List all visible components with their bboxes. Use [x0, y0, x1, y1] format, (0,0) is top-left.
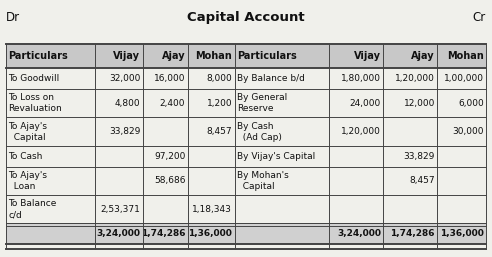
Text: 33,829: 33,829: [403, 152, 435, 161]
Text: Vijay: Vijay: [354, 51, 381, 61]
Text: 2,400: 2,400: [160, 99, 185, 108]
Text: Particulars: Particulars: [237, 51, 297, 61]
Text: 1,80,000: 1,80,000: [341, 74, 381, 83]
Text: 1,74,286: 1,74,286: [141, 229, 185, 238]
Text: 58,686: 58,686: [154, 176, 185, 186]
Text: Cr: Cr: [473, 12, 486, 24]
Text: To Ajay's
  Capital: To Ajay's Capital: [8, 122, 47, 142]
Text: Capital Account: Capital Account: [187, 12, 305, 24]
Text: 32,000: 32,000: [109, 74, 140, 83]
Bar: [6, 44, 486, 68]
Text: 8,457: 8,457: [207, 127, 232, 136]
Text: Vijay: Vijay: [113, 51, 140, 61]
Text: 3,24,000: 3,24,000: [96, 229, 140, 238]
Text: 4,800: 4,800: [115, 99, 140, 108]
Text: To Goodwill: To Goodwill: [8, 74, 60, 83]
Text: 24,000: 24,000: [350, 99, 381, 108]
Text: 30,000: 30,000: [452, 127, 484, 136]
Text: To Cash: To Cash: [8, 152, 43, 161]
Text: 8,000: 8,000: [206, 74, 232, 83]
Text: Ajay: Ajay: [162, 51, 185, 61]
Text: 1,36,000: 1,36,000: [188, 229, 232, 238]
Text: 1,200: 1,200: [207, 99, 232, 108]
Bar: [6, 223, 486, 244]
Text: 1,36,000: 1,36,000: [440, 229, 484, 238]
Text: Mohan: Mohan: [447, 51, 484, 61]
Text: By Balance b/d: By Balance b/d: [237, 74, 305, 83]
Text: 3,24,000: 3,24,000: [337, 229, 381, 238]
Text: To Loss on
Revaluation: To Loss on Revaluation: [8, 93, 62, 113]
Text: 12,000: 12,000: [403, 99, 435, 108]
Text: 6,000: 6,000: [458, 99, 484, 108]
Text: 8,457: 8,457: [409, 176, 435, 186]
Text: 1,18,343: 1,18,343: [192, 205, 232, 214]
Text: 33,829: 33,829: [109, 127, 140, 136]
Text: Mohan: Mohan: [195, 51, 232, 61]
Text: By General
Reserve: By General Reserve: [237, 93, 287, 113]
Text: 1,74,286: 1,74,286: [391, 229, 435, 238]
Text: By Mohan's
  Capital: By Mohan's Capital: [237, 171, 289, 191]
Text: 2,53,371: 2,53,371: [100, 205, 140, 214]
Text: Particulars: Particulars: [8, 51, 68, 61]
Text: 1,20,000: 1,20,000: [395, 74, 435, 83]
Text: To Balance
c/d: To Balance c/d: [8, 199, 57, 219]
Text: By Vijay's Capital: By Vijay's Capital: [237, 152, 315, 161]
Text: 16,000: 16,000: [154, 74, 185, 83]
Text: Dr: Dr: [6, 12, 20, 24]
Text: To Ajay's
  Loan: To Ajay's Loan: [8, 171, 47, 191]
Text: By Cash
  (Ad Cap): By Cash (Ad Cap): [237, 122, 282, 142]
Text: 1,00,000: 1,00,000: [444, 74, 484, 83]
Text: Ajay: Ajay: [411, 51, 435, 61]
Text: 97,200: 97,200: [154, 152, 185, 161]
Text: 1,20,000: 1,20,000: [341, 127, 381, 136]
